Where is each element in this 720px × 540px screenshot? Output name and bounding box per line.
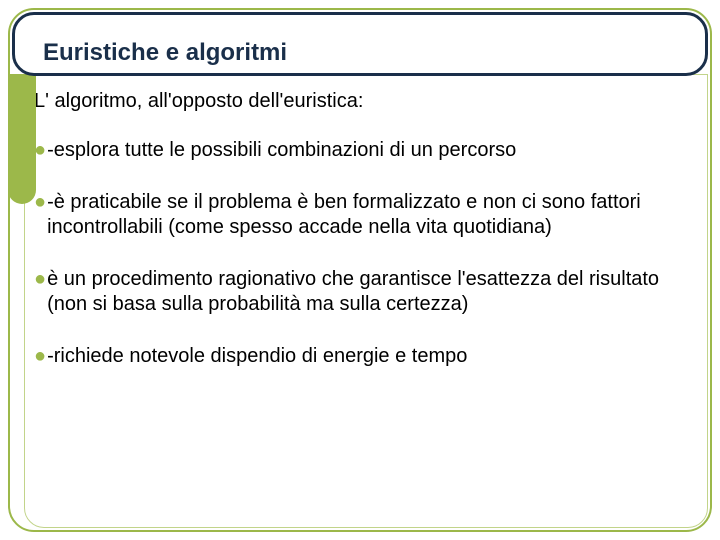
list-item: ● è un procedimento ragionativo che gara…: [34, 267, 696, 318]
left-accent-bar: [8, 74, 36, 204]
list-item: ● -richiede notevole dispendio di energi…: [34, 344, 696, 370]
slide-container: Euristiche e algoritmi L' algoritmo, all…: [0, 0, 720, 540]
bullet-text: è un procedimento ragionativo che garant…: [47, 267, 696, 318]
intro-text: L' algoritmo, all'opposto dell'euristica…: [34, 88, 696, 114]
bullet-icon: ●: [34, 190, 46, 216]
list-item: ● -esplora tutte le possibili combinazio…: [34, 138, 696, 164]
content-area: L' algoritmo, all'opposto dell'euristica…: [34, 88, 696, 516]
title-bar: Euristiche e algoritmi: [12, 12, 708, 76]
bullet-icon: ●: [34, 344, 46, 370]
bullet-text: -è praticabile se il problema è ben form…: [47, 190, 696, 241]
bullet-icon: ●: [34, 267, 46, 293]
list-item: ● -è praticabile se il problema è ben fo…: [34, 190, 696, 241]
bullet-text: -richiede notevole dispendio di energie …: [47, 344, 696, 370]
slide-title: Euristiche e algoritmi: [43, 39, 287, 67]
bullet-text: -esplora tutte le possibili combinazioni…: [47, 138, 696, 164]
